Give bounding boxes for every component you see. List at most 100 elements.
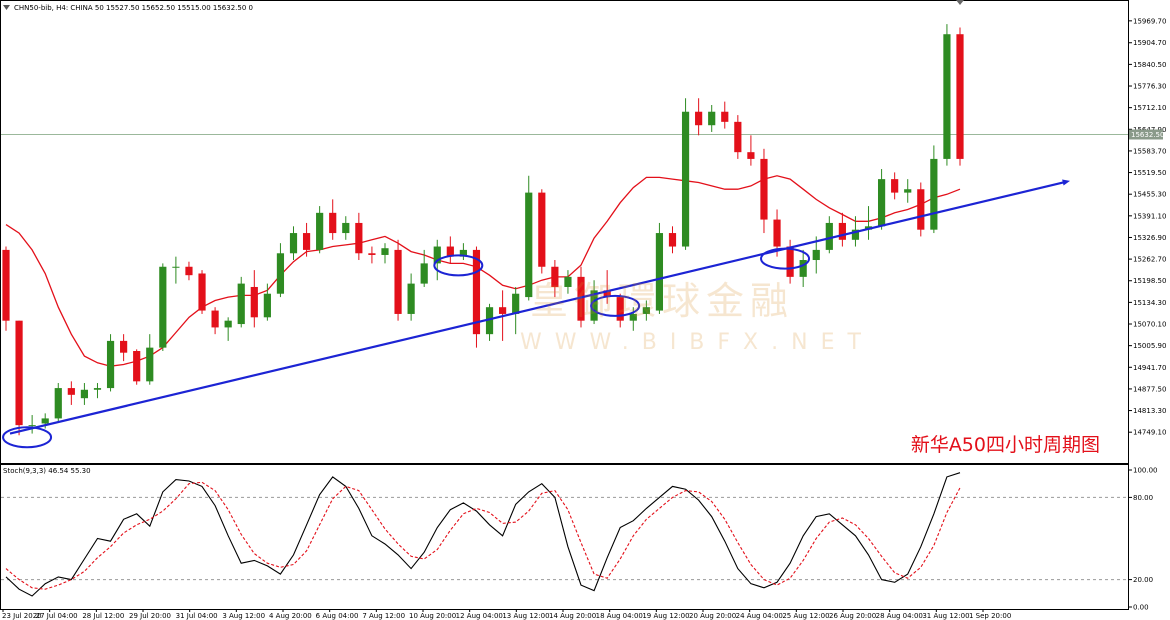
time-tick-label: 1 Sep 20:00 — [969, 612, 1011, 620]
candle-body — [446, 246, 454, 257]
candle — [825, 216, 833, 254]
candle — [603, 270, 611, 304]
uptrend-line[interactable] — [9, 180, 1067, 435]
candle — [655, 222, 664, 314]
chart-menu-icon[interactable] — [2, 3, 11, 12]
candle-body — [198, 273, 206, 311]
chart-annotation: 新华A50四小时周期图 — [910, 434, 1100, 456]
candle — [812, 236, 820, 274]
candle — [564, 270, 572, 294]
candle — [551, 260, 559, 298]
candle — [891, 172, 899, 200]
candle-body — [433, 246, 441, 264]
candle — [172, 256, 180, 284]
candle — [159, 263, 167, 352]
candle — [538, 189, 546, 274]
candle — [28, 415, 36, 434]
candle-body — [485, 307, 494, 335]
scroll-marker-icon[interactable] — [956, 0, 964, 5]
candle-body — [263, 293, 271, 318]
price-tick-label: 15326.90 — [1133, 234, 1166, 242]
candle-body — [812, 249, 820, 261]
candle-body — [276, 253, 285, 294]
price-tick-label: 15904.70 — [1133, 39, 1166, 47]
price-tick-label: 15005.90 — [1133, 342, 1166, 350]
time-tick-label: 24 Aug 04:00 — [736, 612, 783, 620]
candle-body — [381, 248, 389, 255]
candle — [342, 216, 350, 240]
support-touch-ellipse — [433, 254, 484, 277]
candle — [120, 334, 128, 362]
candle — [67, 381, 75, 405]
time-tick-label: 31 Jul 04:00 — [176, 612, 218, 620]
candle — [642, 300, 650, 321]
time-tick-label: 13 Aug 12:00 — [502, 612, 549, 620]
candles — [2, 24, 964, 436]
candle — [276, 243, 285, 298]
time-tick-label: 7 Aug 12:00 — [362, 612, 405, 620]
price-tick-label: 15391.10 — [1133, 212, 1166, 220]
candle-body — [120, 340, 128, 353]
candle — [930, 145, 938, 234]
candle — [695, 98, 703, 136]
candle-body — [825, 222, 833, 250]
candle-body — [603, 290, 611, 298]
candle — [198, 270, 206, 314]
candle-body — [316, 212, 324, 250]
stoch-tick-label: 20.00 — [1133, 576, 1153, 584]
candle — [15, 320, 23, 436]
stoch-tick-label: 0.00 — [1133, 604, 1149, 612]
candle-body — [512, 293, 520, 314]
candle-body — [2, 249, 10, 321]
price-tick-label: 14877.50 — [1133, 385, 1166, 393]
time-tick-label: 27 Jul 04:00 — [36, 612, 78, 620]
candle-body — [394, 249, 402, 314]
trendline-arrowhead-icon — [1062, 179, 1070, 186]
candle — [864, 206, 873, 240]
candle — [472, 246, 481, 348]
candle — [185, 261, 193, 281]
candle-body — [629, 313, 637, 321]
candle — [681, 98, 690, 250]
candle — [133, 349, 141, 385]
candle — [302, 222, 311, 257]
time-tick-label: 28 Jul 12:00 — [82, 612, 124, 620]
price-tick-label: 15776.30 — [1133, 83, 1166, 91]
candle-body — [616, 297, 624, 321]
time-tick-label: 29 Jul 20:00 — [129, 612, 171, 620]
candle-body — [420, 263, 428, 284]
candle — [289, 226, 298, 261]
price-tick-label: 14813.30 — [1133, 407, 1166, 415]
stoch-main-line — [5, 472, 961, 597]
candle-body — [538, 192, 546, 267]
support-touch-ellipse — [2, 426, 53, 449]
candle — [877, 169, 886, 230]
time-tick-label: 10 Aug 20:00 — [409, 612, 456, 620]
candle-body — [943, 34, 951, 159]
candle-body — [224, 320, 232, 328]
candle-body — [786, 246, 794, 277]
time-tick-label: 4 Aug 20:00 — [269, 612, 312, 620]
candle-body — [681, 111, 690, 247]
candle-body — [590, 290, 598, 321]
candle — [760, 148, 768, 234]
price-tick-label: 15840.50 — [1133, 61, 1166, 69]
price-tick-label: 14749.10 — [1133, 429, 1166, 437]
price-tick-label: 15712.10 — [1133, 104, 1166, 112]
candle-body — [799, 260, 807, 277]
stoch-panel-border — [0, 464, 1129, 610]
price-axis[interactable]: 15969.70 15904.70 15840.50 15776.30 15712.10… — [1128, 17, 1166, 437]
candle-body — [734, 121, 742, 153]
time-tick-label: 12 Aug 04:00 — [456, 612, 503, 620]
candle — [459, 243, 467, 261]
candle — [250, 270, 258, 328]
time-tick-label: 14 Aug 20:00 — [549, 612, 596, 620]
candle — [54, 383, 62, 422]
support-touch-ellipse — [760, 247, 811, 270]
symbol-info: CHN50-bib, H4: CHINA 50 15527.50 15652.5… — [14, 4, 253, 12]
candle-body — [172, 266, 180, 268]
stoch-axis[interactable]: 100.00 80.00 20.00 0.00 — [1128, 467, 1158, 612]
candle — [616, 293, 624, 328]
time-tick-label: 19 Aug 12:00 — [642, 612, 689, 620]
